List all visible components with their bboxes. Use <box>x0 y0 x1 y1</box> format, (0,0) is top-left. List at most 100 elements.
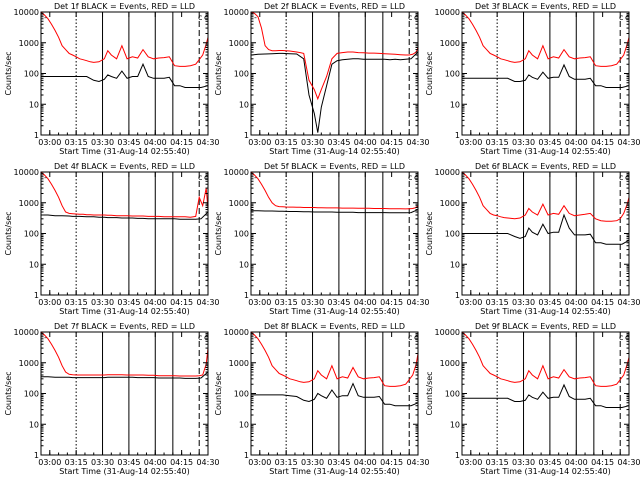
x-tick-label: 04:15 <box>380 138 403 147</box>
corner-tag: c <box>408 173 412 182</box>
x-axis-label: Start Time (31-Aug-14 02:55:40) <box>480 147 611 156</box>
panel-title: Det 7f BLACK = Events, RED = LLD <box>54 322 195 331</box>
panel-title: Det 1f BLACK = Events, RED = LLD <box>54 2 195 11</box>
plot-frame <box>40 11 209 136</box>
y-tick-label: 10 <box>239 260 249 269</box>
y-tick-label: 100 <box>234 390 249 399</box>
x-tick-label: 03:45 <box>538 458 561 467</box>
x-tick-label: 04:00 <box>565 298 588 307</box>
events-series-line <box>462 213 630 245</box>
corner-tag: - <box>44 333 47 342</box>
y-axis-label: Counts/sec <box>4 371 13 415</box>
x-tick-label: 03:00 <box>248 298 271 307</box>
corner-tag: c <box>204 173 208 182</box>
y-axis-label: Counts/sec <box>4 51 13 95</box>
x-tick-label: 03:00 <box>459 298 482 307</box>
y-tick-label: 10 <box>239 420 249 429</box>
y-tick-label: 10000 <box>224 168 249 177</box>
y-tick-label: 10000 <box>14 168 39 177</box>
x-tick-label: 03:30 <box>512 458 535 467</box>
x-tick-label: 04:15 <box>591 458 614 467</box>
plot-frame <box>461 11 630 136</box>
x-tick-label: 03:15 <box>275 298 298 307</box>
events-series-line <box>41 62 209 88</box>
x-tick-label: 04:15 <box>380 458 403 467</box>
x-tick-label: 03:15 <box>65 298 88 307</box>
lld-series-line <box>461 331 630 387</box>
y-axis-label: Counts/sec <box>214 211 223 255</box>
x-tick-label: 03:30 <box>91 298 114 307</box>
x-tick-label: 03:45 <box>327 138 350 147</box>
corner-tag: c <box>625 13 629 22</box>
y-tick-label: 100 <box>234 70 249 79</box>
y-tick-label: 100 <box>445 390 460 399</box>
panel-2: Det 2f BLACK = Events, RED = LLD- c c 1 10 10… <box>214 2 430 156</box>
x-tick-label: 03:15 <box>275 138 298 147</box>
panel-6: Det 6f BLACK = Events, RED = LLD- c c 1 10 10… <box>425 162 640 316</box>
y-tick-label: 1000 <box>440 39 460 48</box>
x-tick-label: 04:00 <box>144 138 167 147</box>
plot-frame <box>250 11 419 136</box>
y-axis-label: Counts/sec <box>4 211 13 255</box>
events-series-line <box>462 63 630 88</box>
y-tick-label: 10000 <box>14 328 39 337</box>
y-tick-label: 1000 <box>229 39 249 48</box>
y-tick-label: 10 <box>29 100 39 109</box>
y-tick-label: 10000 <box>224 328 249 337</box>
plot-frame <box>40 171 209 296</box>
x-tick-label: 04:30 <box>196 298 219 307</box>
panel-title: Det 2f BLACK = Events, RED = LLD <box>264 2 405 11</box>
y-tick-label: 1 <box>455 131 460 140</box>
x-tick-label: 04:30 <box>617 298 640 307</box>
lld-series-line <box>461 171 630 222</box>
corner-tag: c <box>625 333 629 342</box>
y-tick-label: 10 <box>450 100 460 109</box>
x-tick-label: 04:15 <box>170 298 193 307</box>
x-tick-label: 03:45 <box>117 298 140 307</box>
y-tick-label: 1 <box>244 291 249 300</box>
x-tick-label: 04:30 <box>196 458 219 467</box>
lld-series-line <box>40 11 209 67</box>
corner-tag: c <box>204 333 208 342</box>
y-tick-label: 1 <box>34 131 39 140</box>
x-tick-label: 04:00 <box>144 458 167 467</box>
y-tick-label: 1000 <box>440 359 460 368</box>
y-axis-label: Counts/sec <box>425 51 434 95</box>
y-tick-label: 100 <box>445 230 460 239</box>
corner-tag: - <box>44 173 47 182</box>
lld-series-line <box>461 11 630 67</box>
x-tick-label: 04:00 <box>354 298 377 307</box>
panel-7: Det 7f BLACK = Events, RED = LLD- c c 1 10 10… <box>4 322 220 476</box>
x-tick-label: 03:15 <box>65 138 88 147</box>
y-tick-label: 10 <box>29 420 39 429</box>
corner-tag: c <box>408 13 412 22</box>
panel-9: Det 9f BLACK = Events, RED = LLD- c c 1 10 10… <box>425 322 640 476</box>
y-tick-label: 1000 <box>19 199 39 208</box>
x-tick-label: 03:30 <box>91 458 114 467</box>
x-tick-label: 03:15 <box>65 458 88 467</box>
x-tick-label: 04:00 <box>354 458 377 467</box>
y-tick-label: 1 <box>244 131 249 140</box>
corner-tag: - <box>465 173 468 182</box>
y-tick-label: 1000 <box>440 199 460 208</box>
x-tick-label: 03:15 <box>486 298 509 307</box>
x-axis-label: Start Time (31-Aug-14 02:55:40) <box>59 147 190 156</box>
y-axis-label: Counts/sec <box>425 211 434 255</box>
x-tick-label: 03:00 <box>38 138 61 147</box>
corner-tag: - <box>254 13 257 22</box>
x-tick-label: 04:30 <box>406 458 429 467</box>
x-tick-label: 03:00 <box>38 458 61 467</box>
x-tick-label: 03:30 <box>301 458 324 467</box>
corner-tag: c <box>414 173 418 182</box>
corner-tag: c <box>198 333 202 342</box>
y-tick-label: 1 <box>455 291 460 300</box>
corner-tag: c <box>204 13 208 22</box>
events-series-line <box>462 383 630 408</box>
x-tick-label: 03:45 <box>117 138 140 147</box>
x-tick-label: 04:15 <box>591 138 614 147</box>
x-tick-label: 03:45 <box>117 458 140 467</box>
x-tick-label: 03:30 <box>512 138 535 147</box>
lld-series-line <box>250 331 419 387</box>
panel-4: Det 4f BLACK = Events, RED = LLD- c c 1 10 10… <box>4 162 220 316</box>
